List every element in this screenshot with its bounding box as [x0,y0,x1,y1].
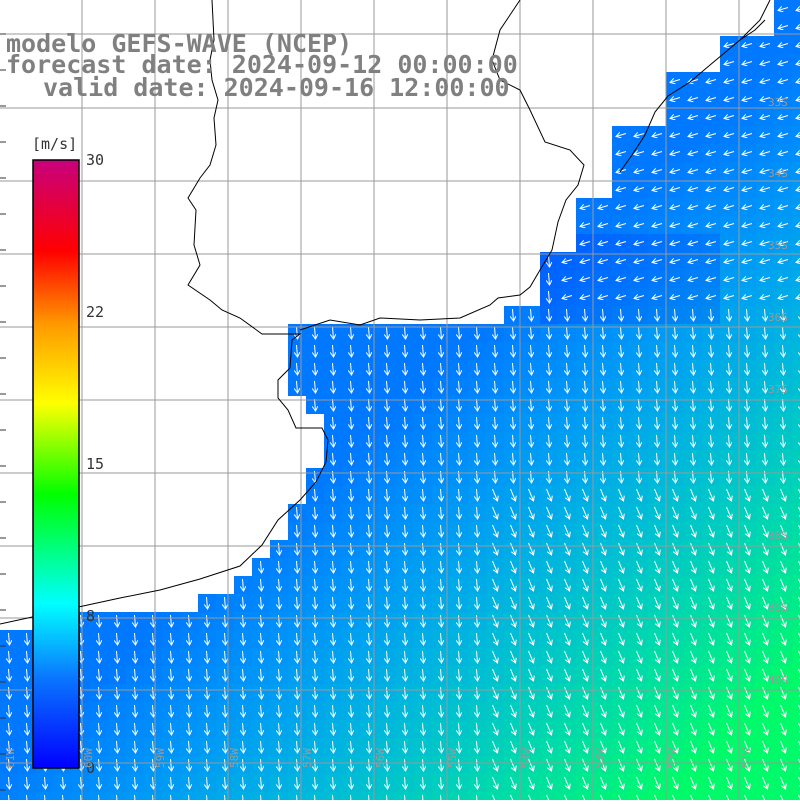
wind-speed-cell [792,774,800,792]
lat-label: 34S [768,167,788,180]
wind-speed-cell [702,792,720,800]
wind-speed-cell [792,36,800,54]
wind-speed-cell [792,450,800,468]
colorbar-tick-label: 8 [86,607,95,625]
wind-speed-cell [792,108,800,126]
colorbar-tick-label: 22 [86,303,104,321]
wind-speed-cell [792,540,800,558]
wind-speed-cell [792,342,800,360]
lon-label: 53W [593,748,606,768]
lat-label: 40S [768,674,788,687]
wind-speed-cell [774,792,792,800]
wind-speed-cell [792,720,800,738]
wind-speed-cell [792,0,800,18]
lon-label: 56W [374,748,387,768]
wind-speed-cell [594,792,612,800]
wind-speed-cell [792,18,800,36]
wind-speed-cell [792,594,800,612]
wind-speed-cell [792,630,800,648]
wind-speed-cell [612,792,630,800]
wind-speed-cell [792,612,800,630]
wind-speed-cell [504,792,522,800]
wind-speed-cell [648,792,666,800]
wind-speed-cell [792,522,800,540]
colorbar-tick-label: 15 [86,455,104,473]
colorbar-gradient [33,160,79,768]
wind-speed-cell [792,288,800,306]
wind-speed-cell [522,792,540,800]
wind-speed-cell [792,198,800,216]
wind-speed-cell [792,270,800,288]
wind-speed-cell [792,90,800,108]
wind-speed-cell [792,468,800,486]
wind-speed-cell [792,702,800,720]
lon-label: 54W [520,748,533,768]
colorbar-unit: [m/s] [32,135,77,153]
lon-label: 51W [740,748,753,768]
wind-speed-cell [792,396,800,414]
lon-label: 55W [446,748,459,768]
wind-speed-cell [792,180,800,198]
wind-speed-cell [756,792,774,800]
lat-label: 36S [768,311,788,324]
lon-label: 57W [301,748,314,768]
lat-label: 37S [768,383,788,396]
wind-speed-cell [558,792,576,800]
lat-label: 38S [768,529,788,542]
wind-speed-cell [540,792,558,800]
lat-label: 39S [768,601,788,614]
lon-label: 58W [228,748,241,768]
wind-speed-cell [630,792,648,800]
wind-speed-cell [792,432,800,450]
wind-speed-cell [792,306,800,324]
colorbar-tick-label: 30 [86,151,104,169]
wind-speed-cell [792,738,800,756]
lat-label: 35S [768,239,788,252]
wind-speed-cell [792,558,800,576]
wind-speed-cell [792,54,800,72]
wind-speed-cell [792,378,800,396]
wind-speed-cell [792,234,800,252]
wind-speed-cell [720,792,738,800]
wind-speed-cell [792,414,800,432]
wind-speed-cell [792,252,800,270]
wind-speed-cell [792,144,800,162]
wind-speed-cell [792,684,800,702]
wind-speed-cell [792,756,800,774]
wind-speed-cell [684,792,702,800]
wind-speed-cell [792,72,800,90]
lat-label: 33S [768,96,788,109]
wind-speed-cell [792,486,800,504]
wind-speed-cell [666,792,684,800]
wind-speed-cell [792,666,800,684]
wind-speed-cell [738,792,756,800]
wind-speed-cell [792,648,800,666]
wind-speed-cell [792,576,800,594]
lon-label: 59W [154,748,167,768]
lon-label: 52W [666,748,679,768]
wind-speed-cell [792,360,800,378]
wind-speed-cell [486,792,504,800]
lon-label: 60W [82,748,95,768]
title-valid-date: valid date: 2024-09-16 12:00:00 [43,75,510,100]
wind-speed-cell [792,216,800,234]
wind-speed-cell [792,162,800,180]
lon-label: 61W [4,748,17,768]
wind-speed-cell [576,792,594,800]
wind-speed-cell [792,126,800,144]
wind-speed-cell [792,504,800,522]
